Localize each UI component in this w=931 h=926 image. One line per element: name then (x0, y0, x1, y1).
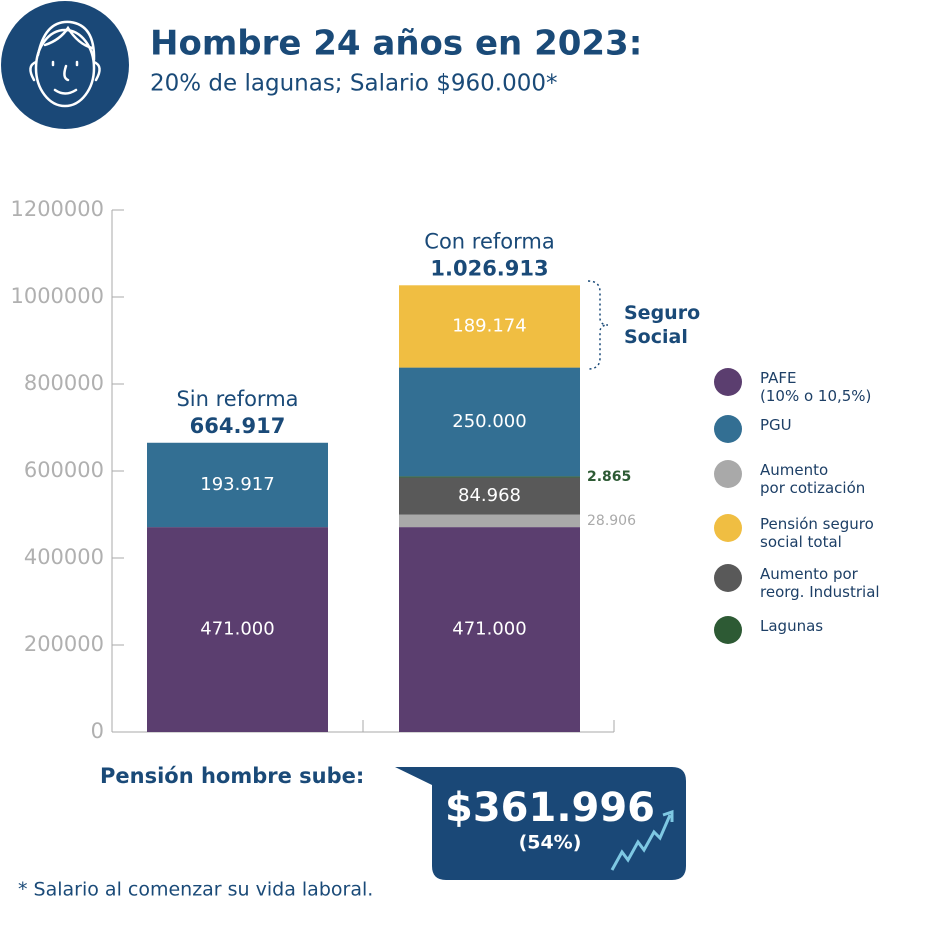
bar-segment (399, 527, 580, 732)
total-label: 664.917 (190, 414, 286, 438)
bar-segment (399, 514, 580, 528)
bar-segment (399, 367, 580, 477)
bracket-label: Seguro Social (624, 302, 701, 348)
callout-percent: (54%) (519, 832, 582, 854)
legend-swatch (714, 460, 742, 488)
callout-box (395, 767, 686, 880)
value-label: 28.906 (587, 513, 636, 529)
category-label: Con reforma (424, 229, 554, 253)
y-tick-label: 200000 (24, 632, 104, 656)
legend-label: Pensión seguro social total (760, 515, 874, 551)
legend-label: Lagunas (760, 617, 824, 635)
legend-label: PGU (760, 416, 792, 434)
y-tick-label: 1000000 (10, 284, 104, 308)
callout-value: $361.996 (445, 785, 655, 831)
callout-label: Pensión hombre sube: (100, 764, 364, 788)
legend-swatch (714, 616, 742, 644)
subtitle: 20% de lagunas; Salario $960.000* (150, 71, 558, 97)
value-label: 471.000 (452, 619, 526, 640)
legend-label: Aumento por cotización (760, 461, 866, 497)
footnote: * Salario al comenzar su vida laboral. (18, 879, 373, 901)
legend-label: PAFE (10% o 10,5%) (760, 369, 872, 405)
value-label: 84.968 (458, 485, 521, 506)
bar-segment (147, 527, 328, 732)
title: Hombre 24 años en 2023: (150, 24, 642, 64)
value-label: 193.917 (200, 474, 274, 495)
bar-segment (399, 285, 580, 368)
legend-swatch (714, 564, 742, 592)
legend-label: Aumento por reorg. Industrial (760, 565, 880, 601)
trend-arrow-head (662, 809, 674, 822)
y-tick-label: 400000 (24, 545, 104, 569)
legend-swatch (714, 514, 742, 542)
y-tick-label: 1200000 (10, 197, 104, 221)
avatar (1, 1, 129, 129)
value-label: 250.000 (452, 411, 526, 432)
total-label: 1.026.913 (430, 256, 548, 280)
bar-segment (399, 476, 580, 478)
y-tick-label: 0 (91, 719, 104, 743)
y-tick-label: 600000 (24, 458, 104, 482)
value-label: 471.000 (200, 619, 274, 640)
legend-swatch (714, 368, 742, 396)
face-icon (29, 20, 101, 108)
trend-arrow (610, 814, 672, 871)
category-label: Sin reforma (176, 387, 298, 411)
bar-segment (399, 477, 580, 515)
value-label: 2.865 (587, 469, 631, 485)
y-tick-label: 800000 (24, 371, 104, 395)
legend-swatch (714, 415, 742, 443)
bar-segment (147, 442, 328, 528)
value-label: 189.174 (452, 315, 526, 336)
bracket (587, 280, 609, 370)
